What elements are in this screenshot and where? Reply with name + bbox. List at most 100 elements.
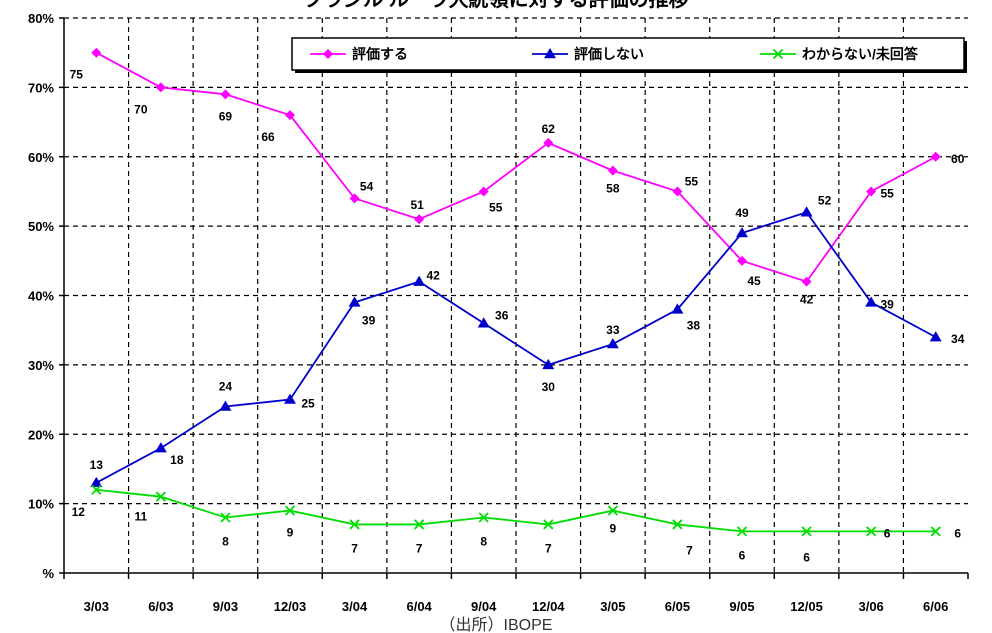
data-point	[91, 484, 102, 495]
y-tick-label: 50%	[28, 219, 54, 234]
data-point	[672, 186, 683, 197]
legend-marker	[544, 48, 556, 59]
data-point	[543, 519, 554, 530]
y-tick-label: 80%	[28, 11, 54, 26]
legend-marker	[772, 48, 784, 60]
data-point	[349, 193, 360, 204]
data-label: 7	[351, 541, 358, 555]
data-label: 55	[880, 186, 894, 200]
data-point	[220, 89, 231, 100]
data-point	[349, 519, 360, 530]
data-label: 39	[362, 313, 376, 327]
data-point	[154, 442, 167, 453]
data-label: 11	[135, 510, 148, 524]
legend-entry: わからない/未回答	[760, 46, 919, 62]
legend-label: 評価する	[352, 46, 408, 62]
data-label: 7	[686, 543, 693, 557]
data-label: 25	[301, 397, 315, 411]
data-label: 70	[134, 102, 148, 116]
legend-box	[291, 37, 965, 71]
data-label: 62	[542, 122, 556, 136]
x-tick-label: 12/05	[790, 599, 823, 614]
axis-layer: % 10% 20% 30% 40% 50% 60% 70% 80% 3/03 6/03 9/03 12/…	[28, 11, 969, 614]
data-label: 69	[219, 109, 233, 123]
data-point	[284, 393, 296, 404]
data-label: 42	[426, 269, 440, 283]
x-tick-label: 6/04	[406, 599, 432, 614]
data-label: 18	[170, 453, 184, 467]
data-point	[671, 303, 684, 314]
legend-marker	[323, 49, 333, 59]
data-point	[348, 296, 361, 307]
data-point	[866, 526, 877, 537]
data-label: 6	[884, 526, 891, 540]
x-tick-label: 9/04	[471, 599, 497, 614]
y-tick-label: 40%	[28, 289, 54, 304]
data-label: 34	[951, 332, 965, 346]
series-line	[96, 488, 936, 533]
y-tick-label: %	[42, 566, 54, 581]
data-label: 12	[72, 505, 86, 519]
data-point	[542, 358, 555, 370]
y-tick-label: 70%	[28, 80, 54, 95]
data-point	[736, 227, 748, 238]
data-point	[801, 526, 812, 537]
data-label: 24	[219, 380, 233, 394]
x-tick-label: 12/04	[532, 599, 565, 614]
data-label: 58	[606, 182, 620, 196]
data-label: 45	[747, 274, 761, 288]
data-point	[219, 400, 232, 411]
source-note: （出所）IBOPE	[440, 616, 553, 633]
data-point	[91, 47, 102, 58]
data-point	[155, 82, 166, 93]
data-point	[607, 505, 618, 516]
data-label: 54	[360, 179, 374, 193]
data-label: 55	[489, 200, 503, 214]
x-tick-label: 3/06	[858, 599, 883, 614]
series-line	[95, 211, 937, 484]
data-label: 9	[610, 522, 617, 536]
data-point	[90, 476, 103, 488]
data-point	[606, 338, 619, 349]
data-label: 7	[545, 541, 552, 555]
data-label: 30	[542, 380, 556, 394]
legend-entry: 評価する	[310, 46, 408, 62]
data-label: 52	[818, 193, 832, 207]
data-label: 7	[416, 541, 423, 555]
data-point	[865, 296, 878, 307]
chart-title: ブラジル ルーラ大統領に対する評価の推移	[303, 0, 688, 11]
legend-label: 評価しない	[574, 46, 644, 62]
x-tick-label: 3/03	[84, 599, 109, 614]
data-label: 8	[222, 535, 229, 549]
data-label: 36	[495, 308, 509, 322]
y-tick-label: 20%	[28, 427, 54, 442]
data-point	[672, 519, 683, 530]
data-label: 49	[735, 206, 749, 220]
data-label: 6	[954, 526, 961, 540]
x-tick-label: 3/04	[342, 599, 368, 614]
data-label: 38	[687, 318, 701, 332]
data-point	[737, 255, 747, 266]
y-tick-label: 10%	[28, 497, 54, 512]
x-tick-label: 6/05	[665, 599, 690, 614]
x-tick-label: 12/03	[274, 599, 307, 614]
legend-label: わからない/未回答	[802, 46, 919, 62]
data-label: 75	[70, 68, 84, 82]
data-label: 6	[803, 550, 810, 564]
series-line	[95, 51, 937, 283]
data-point	[414, 214, 425, 225]
data-point	[284, 505, 296, 516]
data-label: 66	[261, 130, 275, 144]
data-point	[220, 512, 231, 523]
series-layer	[90, 47, 942, 537]
data-point	[414, 519, 425, 530]
data-point	[607, 165, 618, 176]
data-label: 9	[287, 526, 294, 540]
data-point	[155, 491, 166, 502]
legend: 評価する 評価しない わからない/未回答	[291, 37, 967, 73]
data-label: 8	[480, 535, 487, 549]
data-point	[800, 206, 813, 217]
